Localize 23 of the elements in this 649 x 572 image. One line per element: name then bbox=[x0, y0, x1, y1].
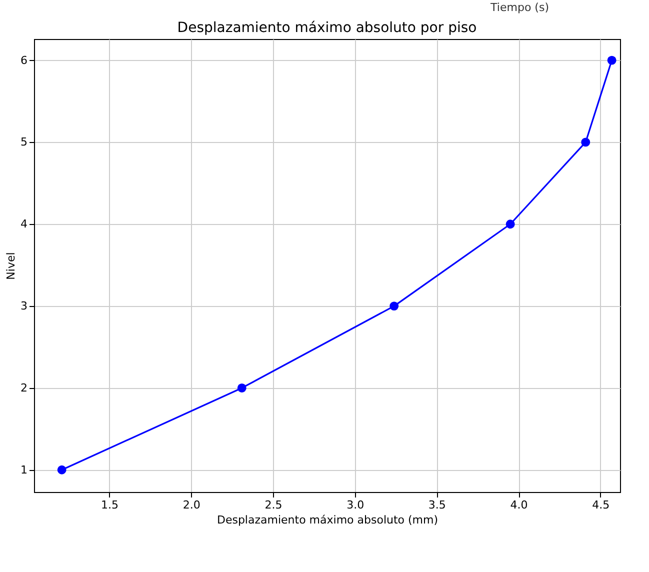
y-axis-title: Nivel bbox=[4, 252, 18, 280]
x-tick-label: 4.5 bbox=[592, 498, 610, 512]
point bbox=[237, 384, 246, 392]
text: Tiempo (s) bbox=[490, 0, 550, 16]
point bbox=[581, 138, 590, 147]
y-tick-label: 2 bbox=[20, 381, 28, 394]
point bbox=[390, 302, 399, 311]
point bbox=[57, 465, 66, 474]
y-tick-label: 4 bbox=[20, 218, 28, 231]
x-tick-label: 3.0 bbox=[346, 498, 364, 512]
x-tick-label: 2.5 bbox=[264, 498, 282, 512]
x-axis-title: Desplazamiento máximo absoluto (mm) bbox=[216, 514, 438, 526]
x-tick-label: 1.5 bbox=[101, 498, 119, 512]
y-tick-label: 1 bbox=[20, 463, 28, 476]
y-tick-label: 3 bbox=[20, 300, 28, 313]
y-tick-label: 5 bbox=[20, 136, 28, 149]
point bbox=[607, 56, 616, 65]
x-tick-label: 2.0 bbox=[182, 498, 200, 512]
x-tick-label: 3.5 bbox=[428, 498, 446, 512]
chart-title: Desplazamiento máximo absoluto por piso bbox=[177, 20, 477, 36]
y-tick-label: 6 bbox=[20, 54, 28, 67]
x-tick-label: 4.0 bbox=[510, 498, 528, 512]
point bbox=[506, 220, 515, 229]
